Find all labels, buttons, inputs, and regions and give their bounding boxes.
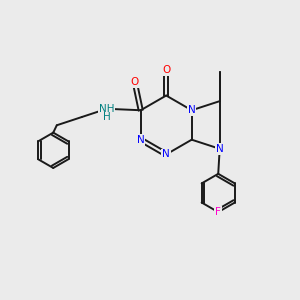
Text: NH: NH bbox=[99, 104, 115, 114]
Text: H: H bbox=[103, 112, 111, 122]
Text: N: N bbox=[188, 105, 196, 115]
Text: N: N bbox=[162, 149, 170, 159]
Text: O: O bbox=[131, 77, 139, 87]
Text: F: F bbox=[215, 207, 221, 217]
Text: N: N bbox=[137, 135, 145, 145]
Text: O: O bbox=[162, 65, 170, 76]
Text: N: N bbox=[216, 144, 224, 154]
